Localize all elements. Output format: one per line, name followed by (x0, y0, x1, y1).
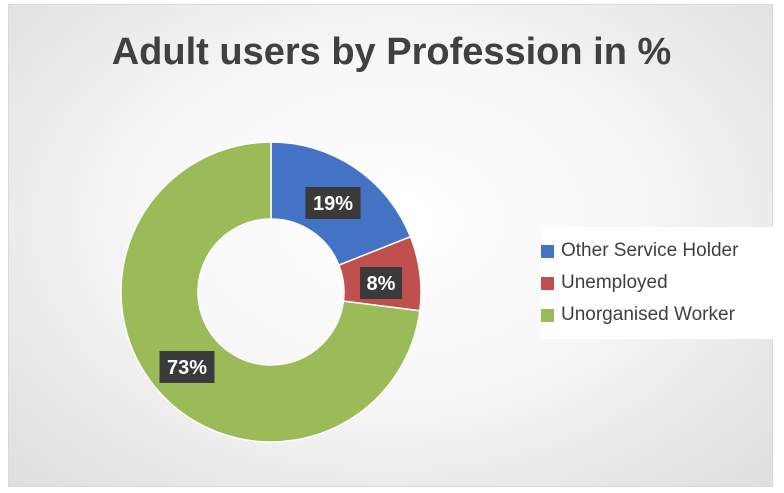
data-label-1: 19% (305, 187, 361, 219)
chart-area: Adult users by Profession in % 19% 8% 73% … (8, 4, 781, 487)
svg-text:8%: 8% (367, 273, 396, 295)
chart-title: Adult users by Profession in % (111, 31, 672, 73)
donut-chart: 19% 8% 73% (120, 141, 422, 443)
legend-item: Unorganised Worker (541, 299, 781, 331)
legend-swatch (541, 276, 554, 290)
svg-text:73%: 73% (167, 357, 207, 379)
legend-item: Other Service Holder (541, 235, 781, 267)
data-label-2: 8% (360, 267, 402, 299)
legend-label: Unemployed (561, 272, 668, 293)
chart-legend: Other Service Holder Unemployed Unorganise… (541, 227, 781, 339)
legend-label: Other Service Holder (561, 240, 739, 261)
legend-swatch (541, 308, 554, 322)
legend-swatch (541, 244, 554, 258)
svg-text:19%: 19% (313, 193, 353, 215)
legend-item: Unemployed (541, 267, 781, 299)
data-label-3: 73% (159, 351, 215, 383)
legend-label: Unorganised Worker (561, 304, 735, 325)
